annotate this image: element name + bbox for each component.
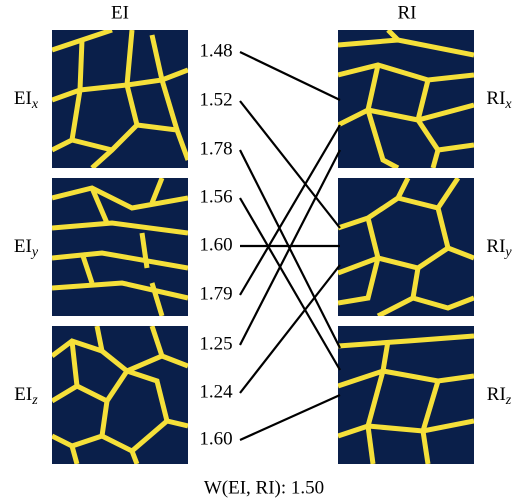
grain-image xyxy=(338,178,474,316)
row-label: RIz xyxy=(487,384,512,408)
weight: 1.48 xyxy=(199,40,232,61)
row-label: EIy xyxy=(14,236,39,260)
weight: 1.24 xyxy=(199,381,233,402)
weight: 1.52 xyxy=(199,89,232,110)
row-label: RIy xyxy=(486,236,512,260)
row-label: RIx xyxy=(486,88,512,112)
weight: 1.56 xyxy=(199,186,232,207)
weight: 1.60 xyxy=(199,428,232,449)
label-sub: x xyxy=(31,97,39,112)
link xyxy=(240,52,340,100)
grain-image xyxy=(338,326,474,464)
label-base: RI xyxy=(487,384,506,405)
weight: 1.25 xyxy=(199,333,232,354)
row-label: EIz xyxy=(14,384,38,408)
grain-image xyxy=(52,30,188,168)
row-label: EIx xyxy=(14,88,39,112)
weight: 1.79 xyxy=(199,283,232,304)
label-sub: z xyxy=(31,393,38,408)
label-base: EI xyxy=(14,384,32,405)
grain-image xyxy=(52,326,188,464)
label-base: EI xyxy=(14,236,32,257)
summary: W(EI, RI): 1.50 xyxy=(204,477,324,498)
weight: 1.78 xyxy=(199,138,232,159)
grain-image xyxy=(338,30,474,168)
label-base: RI xyxy=(486,88,505,109)
label-sub: z xyxy=(505,393,512,408)
link xyxy=(240,395,340,440)
label-sub: y xyxy=(503,245,512,260)
weight: 1.60 xyxy=(199,234,232,255)
label-sub: x xyxy=(504,97,512,112)
links xyxy=(240,52,340,440)
label-base: EI xyxy=(14,88,32,109)
figure: EI RI EIxEIyEIzRIxRIyRIz1.481.521.781.56… xyxy=(0,0,528,504)
right-title: RI xyxy=(398,2,417,23)
label-base: RI xyxy=(486,236,505,257)
grain-image xyxy=(52,178,188,316)
label-sub: y xyxy=(30,245,39,260)
left-title: EI xyxy=(111,2,129,23)
